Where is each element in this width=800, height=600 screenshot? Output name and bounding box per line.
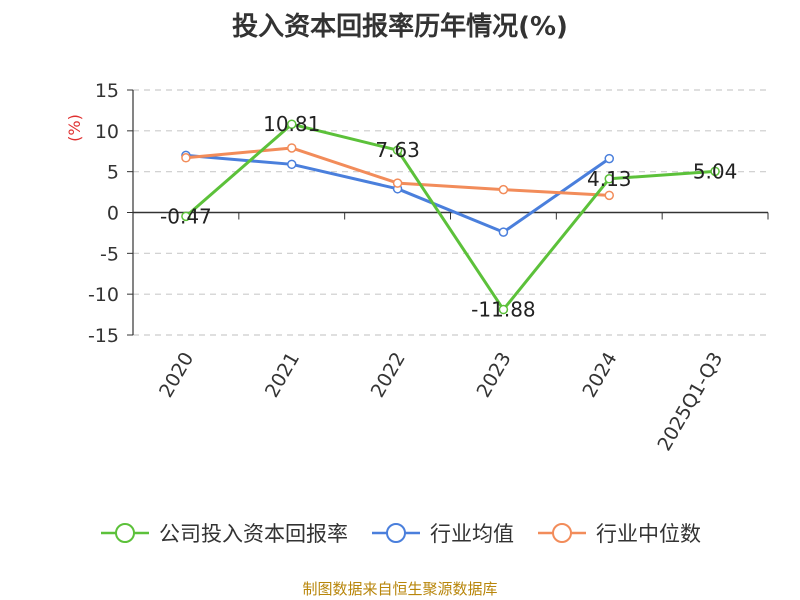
x-tick-label: 2023 [473,348,516,401]
source-note: 制图数据来自恒生聚源数据库 [302,580,498,598]
legend-item[interactable]: 公司投入资本回报率 [99,518,348,548]
data-point-0 [181,211,191,222]
y-tick-label: 10 [95,121,119,143]
legend-label: 行业中位数 [596,522,701,546]
data-labels: -0.47 10.81 7.63 -11.88 4.13 5.04 [160,112,737,321]
data-point-0 [604,174,614,184]
legend-marker-icon [372,523,420,543]
series-line-1 [185,153,611,234]
data-point-1 [498,227,509,237]
data-point-2 [287,143,297,153]
data-label: 10.81 [263,112,320,136]
data-point-1 [604,153,614,164]
data-label: 4.13 [587,167,632,191]
gridlines [133,89,768,336]
legend: 公司投入资本回报率 行业均值 行业中位数 [0,518,800,548]
data-label: -11.88 [471,298,535,322]
legend-label: 行业均值 [430,522,514,546]
y-tick-label: 0 [107,203,119,225]
legend-item[interactable]: 行业均值 [370,518,514,548]
x-tick-label: 2021 [261,349,304,402]
y-tick-label: 5 [107,162,119,184]
data-label: -0.47 [160,204,212,228]
x-tick-label: 2022 [367,349,410,402]
data-point-2 [498,184,509,195]
data-point-0 [392,145,403,155]
y-axis-label: (%) [65,114,84,142]
y-tick-label: -5 [100,243,119,265]
legend-item[interactable]: 行业中位数 [536,518,701,548]
legend-marker-icon [538,523,586,543]
data-point-2 [181,153,191,163]
y-tick-label: -15 [88,325,119,347]
x-tick-label: 2020 [155,349,198,402]
data-point-0 [287,119,297,129]
axes: 15 10 5 0 -5 -10 -15 (%) 2020 2021 2022 2023 2024 202… [65,80,769,455]
chart-title: 投入资本回报率历年情况(%) [232,12,568,42]
x-tick-label: 2024 [578,349,621,402]
legend-marker-icon [101,523,149,543]
series-line-0 [184,122,716,312]
series-lines [181,119,720,315]
data-point-0 [498,304,509,315]
data-point-2 [604,190,614,201]
data-point-2 [392,178,403,188]
data-label: 7.63 [375,138,420,162]
y-tick-label: -10 [88,284,119,306]
y-tick-label: 15 [95,80,119,102]
legend-label: 公司投入资本回报率 [159,522,348,546]
data-point-0 [710,166,720,177]
x-tick-label: 2025Q1-Q3 [653,349,727,455]
data-point-1 [287,159,297,170]
data-label: 5.04 [693,159,738,183]
